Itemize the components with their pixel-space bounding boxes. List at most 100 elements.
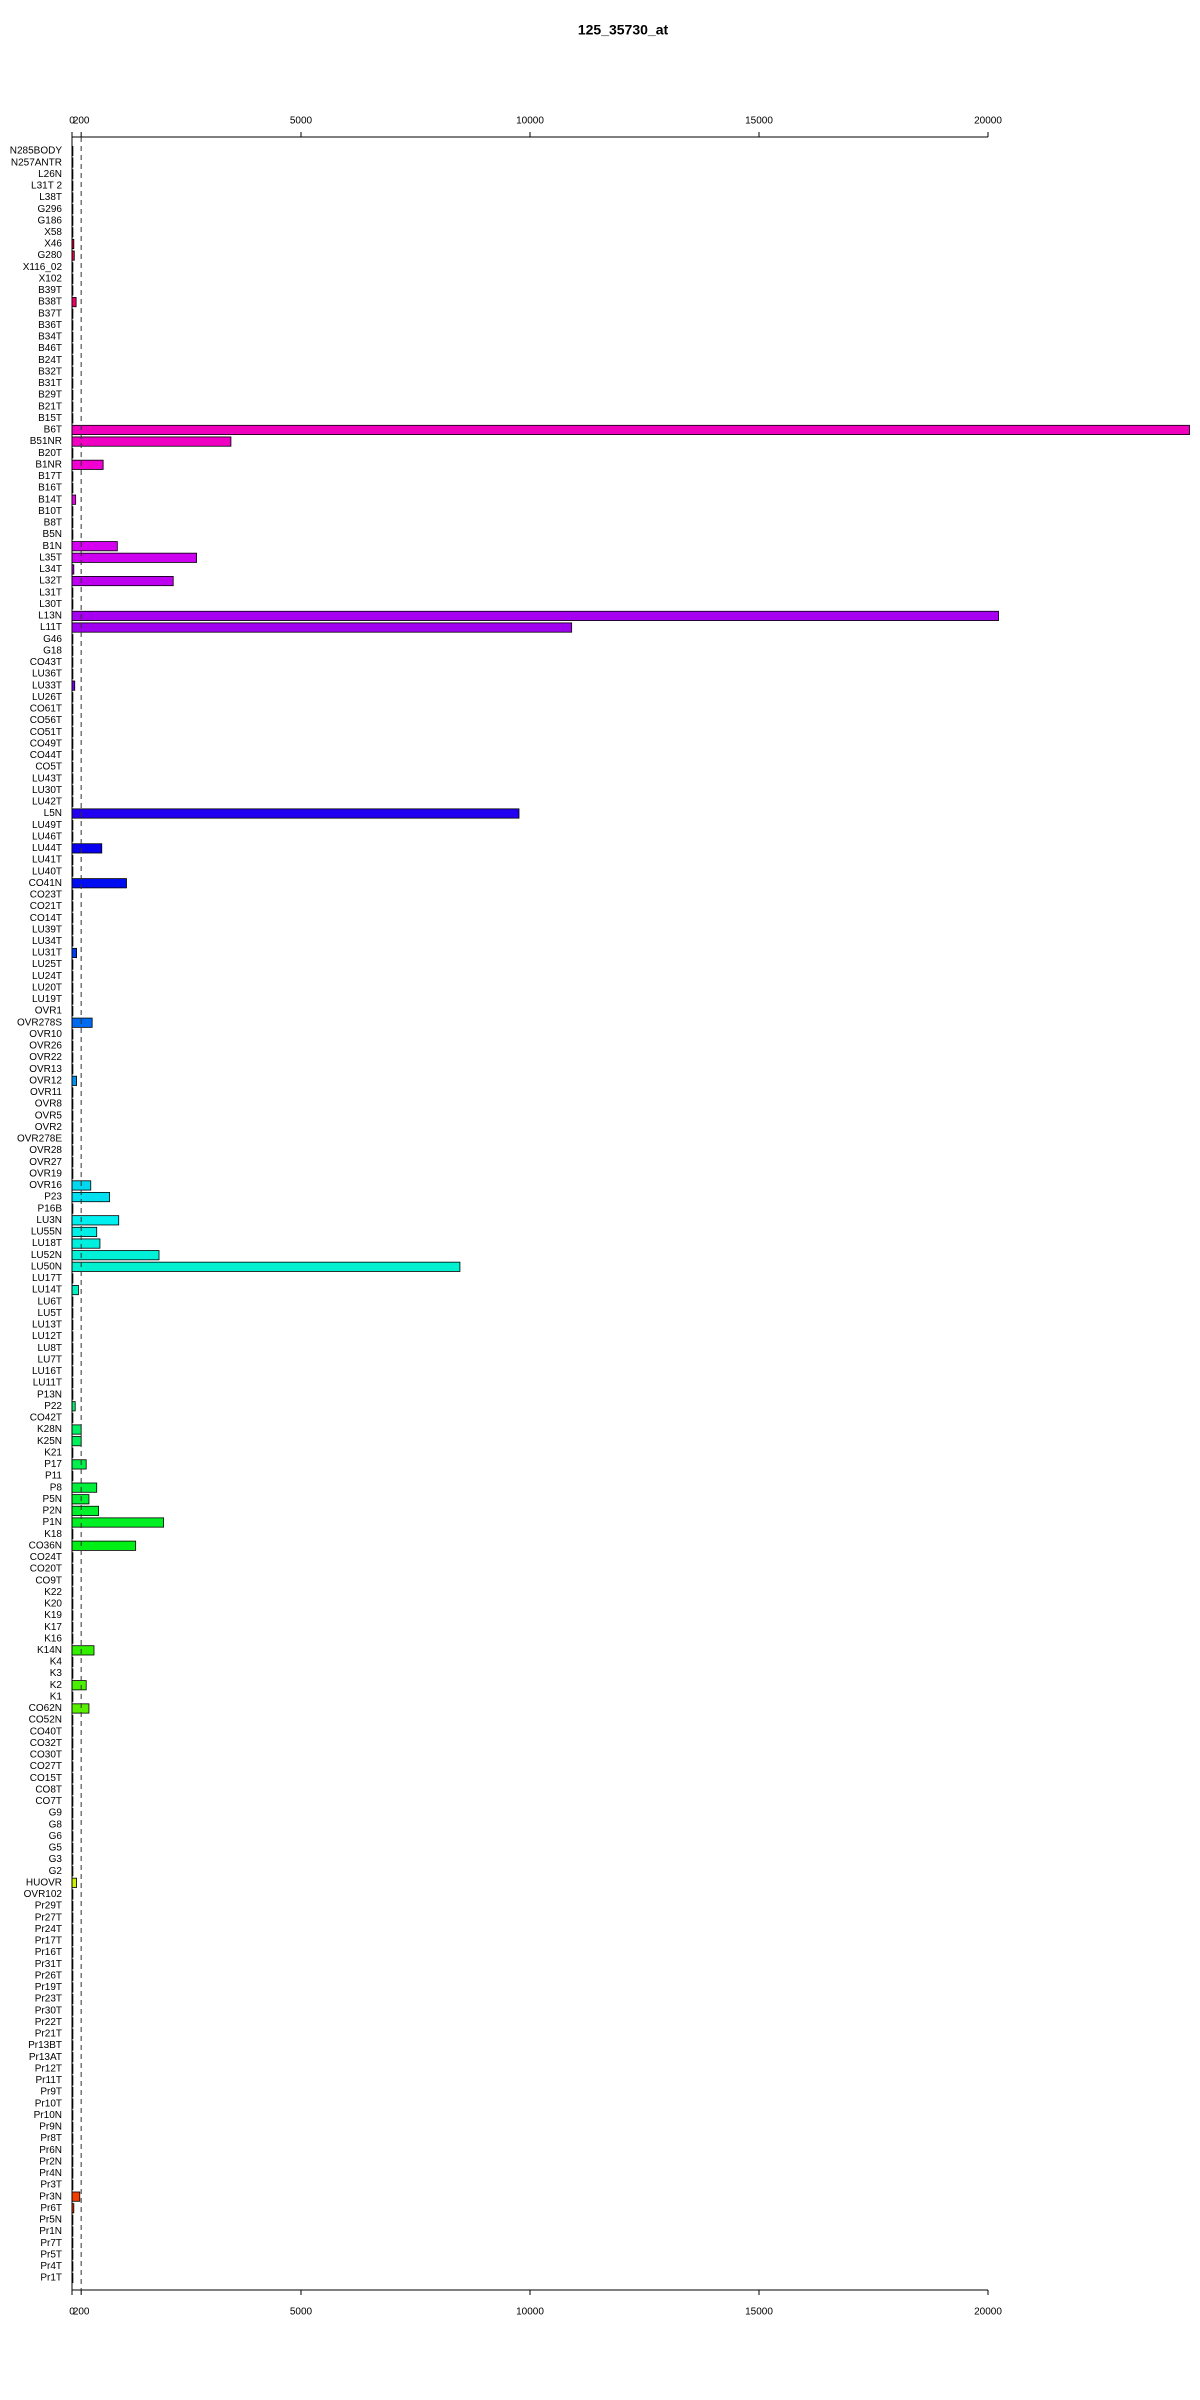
bar	[71, 1424, 82, 1435]
y-tick-label: Pr13AT	[29, 2052, 62, 2063]
y-tick-label: Pr3T	[40, 2180, 62, 2191]
y-tick-label: Pr2N	[39, 2156, 62, 2167]
y-tick-label: LU40T	[32, 866, 62, 877]
bar	[71, 1517, 164, 1528]
y-tick-label: Pr21T	[35, 2029, 62, 2040]
y-tick-label: OVR5	[35, 1110, 63, 1121]
y-tick-label: Pr24T	[35, 1924, 62, 1935]
x-tick-label: 200	[73, 116, 90, 127]
y-tick-label: Pr5N	[39, 2215, 62, 2226]
y-tick-label: Pr4T	[40, 2261, 62, 2272]
y-tick-label: Pr9T	[40, 2087, 62, 2098]
y-tick-label: P1N	[43, 1517, 62, 1528]
y-tick-label: K20	[44, 1599, 62, 1610]
y-tick-label: CO52N	[29, 1715, 62, 1726]
y-tick-label: L38T	[39, 192, 62, 203]
x-tick-label: 10000	[516, 116, 544, 127]
y-tick-label: Pr1T	[40, 2273, 62, 2284]
bar	[71, 1436, 82, 1447]
y-tick-label: L35T	[39, 552, 62, 563]
y-tick-label: Pr3N	[39, 2191, 62, 2202]
x-tick-label: 20000	[974, 2307, 1002, 2318]
bar	[71, 1505, 99, 1516]
y-tick-label: P8	[50, 1482, 63, 1493]
x-tick-label: 20000	[974, 116, 1002, 127]
y-tick-label: Pr8T	[40, 2133, 62, 2144]
y-tick-label: X116_02	[23, 262, 63, 273]
y-tick-label: CO49T	[30, 738, 62, 749]
y-tick-label: LU52N	[31, 1250, 62, 1261]
y-tick-label: B29T	[38, 390, 62, 401]
y-tick-label: B39T	[38, 285, 62, 296]
y-tick-label: LU6T	[38, 1296, 62, 1307]
y-tick-label: CO41N	[29, 878, 62, 889]
y-tick-label: G46	[43, 634, 62, 645]
y-tick-label: HUOVR	[26, 1877, 62, 1888]
y-tick-label: X46	[44, 239, 62, 250]
y-tick-label: LU44T	[32, 843, 62, 854]
y-tick-label: K16	[44, 1633, 62, 1644]
y-tick-label: G18	[43, 645, 62, 656]
y-tick-label: Pr22T	[35, 2017, 62, 2028]
y-tick-label: G6	[49, 1831, 63, 1842]
y-tick-label: CO36N	[29, 1540, 62, 1551]
y-tick-label: CO9T	[35, 1575, 62, 1586]
y-tick-label: CO23T	[30, 890, 62, 901]
bar	[71, 610, 999, 621]
y-tick-label: CO44T	[30, 750, 62, 761]
y-tick-label: Pr1N	[39, 2226, 62, 2237]
y-tick-label: G2	[49, 1866, 63, 1877]
y-tick-label: OVR278S	[17, 1017, 62, 1028]
y-tick-label: L5N	[44, 808, 62, 819]
y-tick-label: B32T	[38, 366, 62, 377]
y-tick-label: P22	[44, 1401, 62, 1412]
y-tick-label: Pr19T	[35, 1982, 62, 1993]
y-tick-label: N257ANTR	[11, 157, 62, 168]
y-tick-label: P2N	[43, 1506, 62, 1517]
y-tick-label: LU50N	[31, 1261, 62, 1272]
y-tick-label: LU30T	[32, 785, 62, 796]
y-tick-label: CO5T	[35, 762, 62, 773]
y-tick-label: OVR11	[30, 1087, 62, 1098]
y-tick-label: LU55N	[31, 1227, 62, 1238]
bar	[71, 2191, 81, 2202]
y-tick-label: LU13T	[32, 1320, 62, 1331]
y-tick-label: K18	[44, 1529, 62, 1540]
x-tick-label: 15000	[745, 2307, 773, 2318]
y-tick-label: B34T	[38, 332, 62, 343]
y-tick-label: LU3N	[36, 1215, 62, 1226]
y-tick-label: B20T	[38, 448, 62, 459]
y-tick-label: B38T	[38, 297, 62, 308]
bar	[71, 808, 520, 819]
y-tick-label: Pr6T	[40, 2203, 62, 2214]
y-tick-label: OVR22	[29, 1052, 62, 1063]
x-tick-label: 5000	[290, 116, 313, 127]
y-tick-label: OVR19	[29, 1168, 62, 1179]
y-tick-label: K3	[50, 1668, 63, 1679]
bar	[71, 622, 573, 633]
y-tick-label: Pr6N	[39, 2145, 62, 2156]
y-tick-label: CO14T	[30, 913, 62, 924]
y-tick-label: B31T	[38, 378, 62, 389]
y-tick-label: LU41T	[32, 855, 62, 866]
y-tick-label: LU36T	[32, 669, 62, 680]
y-tick-label: P11	[45, 1471, 62, 1482]
y-tick-label: CO61T	[30, 704, 62, 715]
y-tick-label: OVR28	[29, 1145, 62, 1156]
y-tick-label: L32T	[39, 576, 62, 587]
y-tick-label: CO42T	[30, 1413, 62, 1424]
y-tick-label: CO15T	[30, 1773, 62, 1784]
bar	[71, 1680, 87, 1691]
y-tick-label: CO7T	[35, 1796, 62, 1807]
y-tick-label: CO32T	[30, 1738, 62, 1749]
y-tick-label: OVR278E	[17, 1134, 62, 1145]
y-tick-label: LU18T	[32, 1238, 62, 1249]
bar	[71, 1215, 120, 1226]
y-tick-label: LU24T	[32, 971, 62, 982]
bar	[71, 1877, 77, 1888]
y-tick-label: LU43T	[32, 773, 62, 784]
y-tick-label: Pr29T	[35, 1901, 62, 1912]
y-tick-label: OVR1	[35, 1006, 63, 1017]
y-tick-label: LU16T	[32, 1366, 62, 1377]
x-tick-label: 0	[69, 116, 75, 127]
